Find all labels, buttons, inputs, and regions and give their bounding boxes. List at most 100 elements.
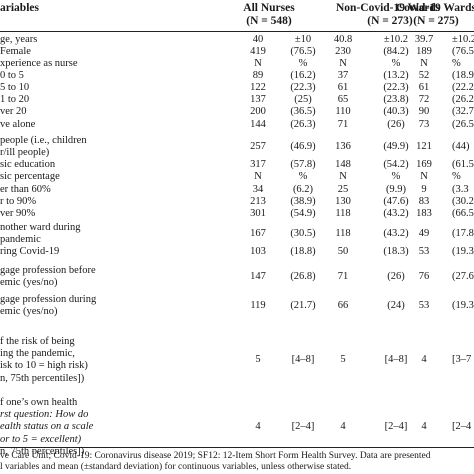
row-label: ring Covid-19 [0, 246, 60, 257]
row-label: nother ward during [0, 222, 81, 233]
cell-a1: 137 [250, 94, 266, 105]
cell-a2: (46.9) [290, 141, 316, 153]
cell-a1: 5 [255, 354, 261, 366]
cell-b2: [2–4] [384, 421, 408, 433]
cell-b1: 118 [335, 228, 351, 240]
cell-c2: (3.3 [452, 184, 469, 195]
cell-a2: % [298, 171, 308, 182]
cell-b1: N [339, 171, 347, 182]
cell-b1: 71 [337, 119, 349, 130]
cell-a2: (18.8) [290, 246, 316, 257]
cell-a1: 122 [250, 82, 266, 93]
cell-c1: 39.7 [414, 34, 434, 45]
cell-a2: % [298, 58, 308, 69]
cell-c1: 53 [418, 246, 430, 257]
row-label: ve alone [0, 119, 36, 130]
cell-a2: (54.9) [290, 208, 316, 219]
cell-a1: 301 [250, 208, 266, 219]
cell-c2: % [452, 58, 461, 69]
cell-c1: N [420, 58, 428, 69]
cell-c2: (26.5 [452, 119, 474, 130]
cell-a1: 167 [250, 228, 266, 240]
cell-c1: 52 [418, 70, 430, 81]
cell-c1: 169 [416, 159, 432, 170]
cell-b2: (24) [387, 300, 405, 312]
cell-a2: (21.7) [290, 300, 316, 312]
cell-a2: (38.9) [290, 196, 316, 207]
cell-c1: 121 [416, 141, 432, 153]
row-label: f one’s own health [0, 397, 78, 408]
cell-b2: % [391, 58, 401, 69]
cell-c1: 73 [418, 119, 430, 130]
row-label: sic education [0, 159, 56, 170]
cell-a2: (22.3) [290, 82, 316, 93]
cell-c2: [3–7 [452, 354, 472, 366]
cell-b2: (47.6) [383, 196, 409, 207]
header-covid: Covid-19 Wards [396, 2, 474, 14]
cell-b1: 148 [335, 159, 351, 170]
row-label: pandemic [0, 234, 41, 246]
row-label: emic (yes/no) [0, 277, 58, 289]
cell-b1: 40.8 [333, 34, 353, 45]
row-label: gage profession before [0, 265, 96, 276]
cell-b2: (84.2) [383, 46, 409, 57]
cell-c1: 189 [416, 46, 432, 57]
row-label: r to 90% [0, 196, 37, 207]
cell-a1: 4 [255, 421, 261, 433]
header-all-nurses: All Nurses [243, 2, 295, 14]
cell-b1: 130 [335, 196, 351, 207]
cell-b1: N [339, 58, 347, 69]
cell-b2: (22.3) [383, 82, 409, 93]
cell-b1: 37 [337, 70, 349, 81]
cell-b2: (13.2) [383, 70, 409, 81]
row-label: f the risk of being [0, 336, 75, 347]
cell-a1: 89 [252, 70, 264, 81]
cell-b2: (18.3) [383, 246, 409, 257]
cell-a2: (26.8) [290, 271, 316, 283]
row-label: gage profession during [0, 294, 97, 305]
cell-b2: (43.2) [383, 228, 409, 240]
row-label: 1 to 20 [0, 94, 30, 105]
row-label: xperience as nurse [0, 58, 78, 69]
cell-c1: 49 [418, 228, 430, 240]
cell-c1: 9 [421, 184, 427, 195]
cell-b2: (40.3) [383, 106, 409, 117]
row-label: n, 75th percentiles]) [0, 445, 85, 457]
cell-c2: (30.2 [452, 196, 474, 207]
cell-c1: 4 [421, 354, 427, 366]
row-label: 5 to 10 [0, 82, 30, 93]
cell-a2: (26.3) [290, 119, 316, 130]
cell-c2: (76.5 [452, 46, 474, 57]
cell-c2: ±10.2 [452, 34, 474, 45]
cell-c2: (17.8 [452, 228, 474, 240]
cell-b1: 136 [335, 141, 351, 153]
cell-a1: 200 [250, 106, 266, 117]
cell-c2: (44) [452, 141, 470, 153]
cell-c1: 72 [418, 94, 430, 105]
cell-a2: (36.5) [290, 106, 316, 117]
cell-b2: (49.9) [383, 141, 409, 153]
cell-c1: 90 [418, 106, 430, 117]
cell-a1: 119 [250, 300, 266, 312]
header-all-nurses-n: (N = 548) [246, 15, 292, 27]
row-label: ver 20 [0, 106, 27, 117]
cell-a1: 213 [250, 196, 266, 207]
row-label: ing the pandemic, [0, 348, 75, 360]
cell-c2: (27.6 [452, 271, 474, 283]
cell-b1: 4 [340, 421, 346, 433]
cell-a1: 40 [252, 34, 264, 45]
cell-c2: (19.3 [452, 246, 474, 257]
cell-a2: ±10 [294, 34, 312, 45]
cell-b2: (9.9) [385, 184, 407, 195]
row-label: er than 60% [0, 184, 51, 195]
row-label: ge, years [0, 34, 38, 45]
row-label: or to 5 = excellent) [0, 433, 82, 445]
cell-a1: 419 [250, 46, 266, 57]
footnote-line-1: ve Care Unit; Covid-19: Coronavirus dise… [0, 451, 431, 461]
cell-a1: 317 [250, 159, 266, 170]
cell-c1: 61 [418, 82, 430, 93]
cell-b1: 230 [335, 46, 351, 57]
cell-c2: % [452, 171, 461, 182]
header-non-covid: Non-Covid-19 Wards [336, 2, 441, 14]
